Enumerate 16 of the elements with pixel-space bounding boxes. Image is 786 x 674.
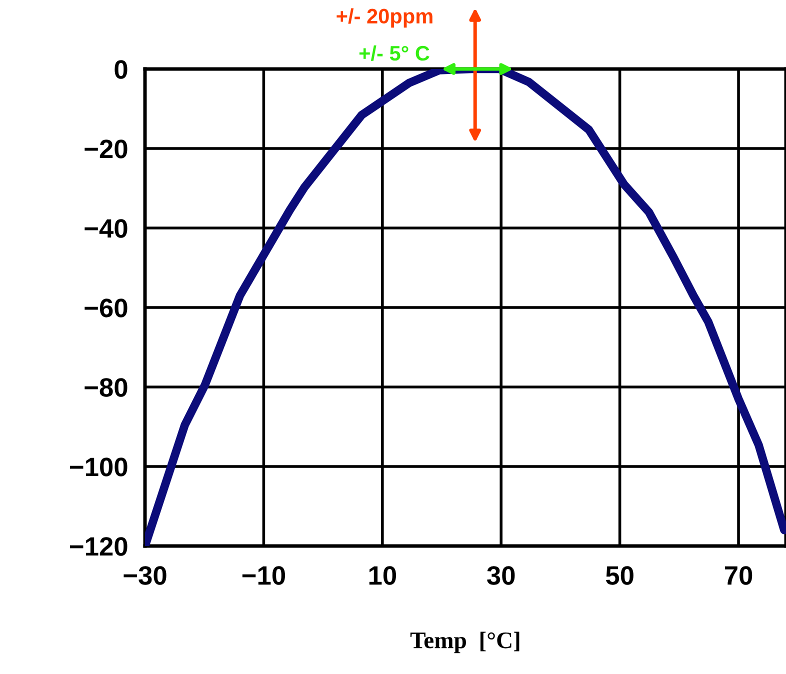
x-axis-title: Temp [°C] — [410, 632, 520, 654]
y-tick-label: −20 — [84, 140, 128, 158]
y-tick-label: −100 — [70, 458, 128, 476]
x-tick-label: 50 — [606, 566, 634, 585]
x-tick-label: 70 — [724, 566, 752, 585]
y-tick-label: −60 — [84, 298, 128, 318]
text: +/- 20ppm — [336, 8, 432, 28]
x-tick-label: −10 — [242, 566, 286, 585]
y-tick-label: −80 — [84, 378, 128, 397]
y-tick-label: −120 — [70, 537, 128, 556]
annotation: +/- 5° C — [359, 45, 430, 61]
x-tick-label: −30 — [124, 566, 166, 585]
x-tick-label: 30 — [487, 566, 515, 585]
x-tick-label: 10 — [369, 566, 396, 585]
y-tick-label: −40 — [84, 219, 128, 238]
y-tick-label: 0 — [114, 60, 128, 79]
